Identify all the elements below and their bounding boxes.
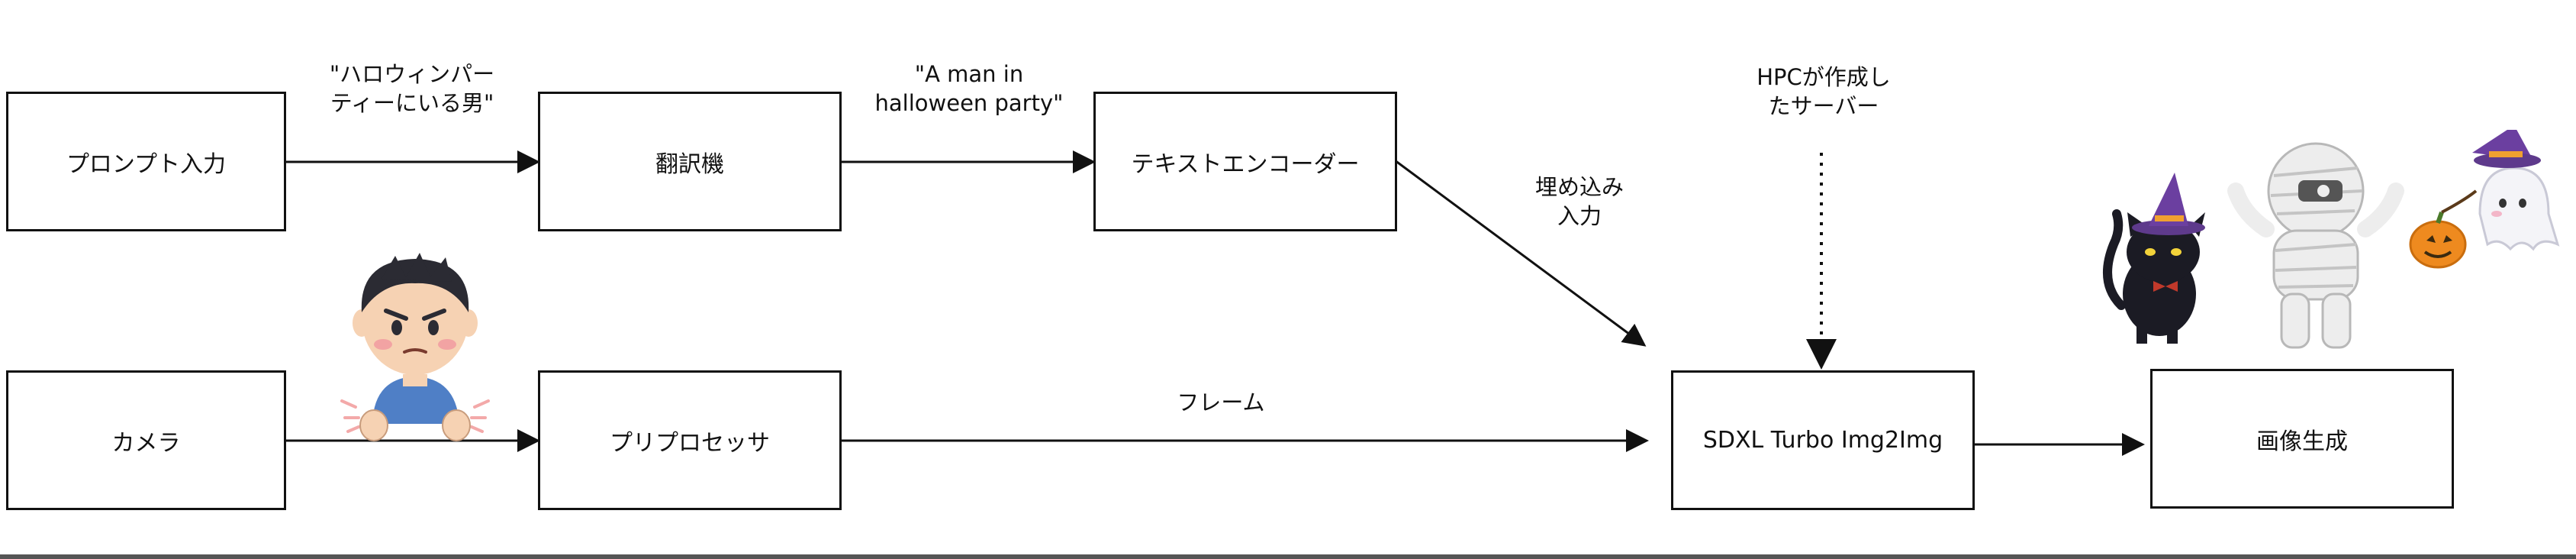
preprocessor-label: プリプロセッサ xyxy=(610,429,770,457)
person-illustration xyxy=(340,253,490,441)
sdxl-label: SDXL Turbo Img2Img xyxy=(1702,427,1943,454)
bottom-border xyxy=(0,554,2576,559)
embedding-input-label: 埋め込み 入力 xyxy=(1534,174,1624,229)
mummy-icon xyxy=(2227,142,2404,349)
black-cat-icon xyxy=(2103,173,2205,344)
hpc-server-label: HPCが作成し たサーバー xyxy=(1757,64,1891,119)
translator-label: 翻訳機 xyxy=(655,150,724,178)
image-generation-box: 画像生成 xyxy=(2150,369,2454,509)
camera-label: カメラ xyxy=(111,429,181,457)
frame-label: フレーム xyxy=(1177,389,1265,415)
preprocessor-box: プリプロセッサ xyxy=(538,370,842,510)
edge-encoder-to-sdxl xyxy=(1394,159,1647,347)
image-generation-label: 画像生成 xyxy=(2256,428,2348,455)
prompt-input-box: プロンプト入力 xyxy=(6,92,286,231)
japanese-prompt-label: "ハロウィンパー ティーにいる男" xyxy=(329,61,495,116)
camera-box: カメラ xyxy=(6,370,286,510)
text-encoder-box: テキストエンコーダー xyxy=(1093,92,1397,231)
translator-box: 翻訳機 xyxy=(538,92,842,231)
ghost-icon xyxy=(2472,130,2560,251)
prompt-input-label: プロンプト入力 xyxy=(66,150,227,178)
pumpkin-icon xyxy=(2409,189,2478,269)
sdxl-box: SDXL Turbo Img2Img xyxy=(1671,370,1975,510)
halloween-characters xyxy=(2103,130,2560,349)
english-prompt-label: "A man in halloween party" xyxy=(874,61,1064,116)
text-encoder-label: テキストエンコーダー xyxy=(1131,150,1360,178)
